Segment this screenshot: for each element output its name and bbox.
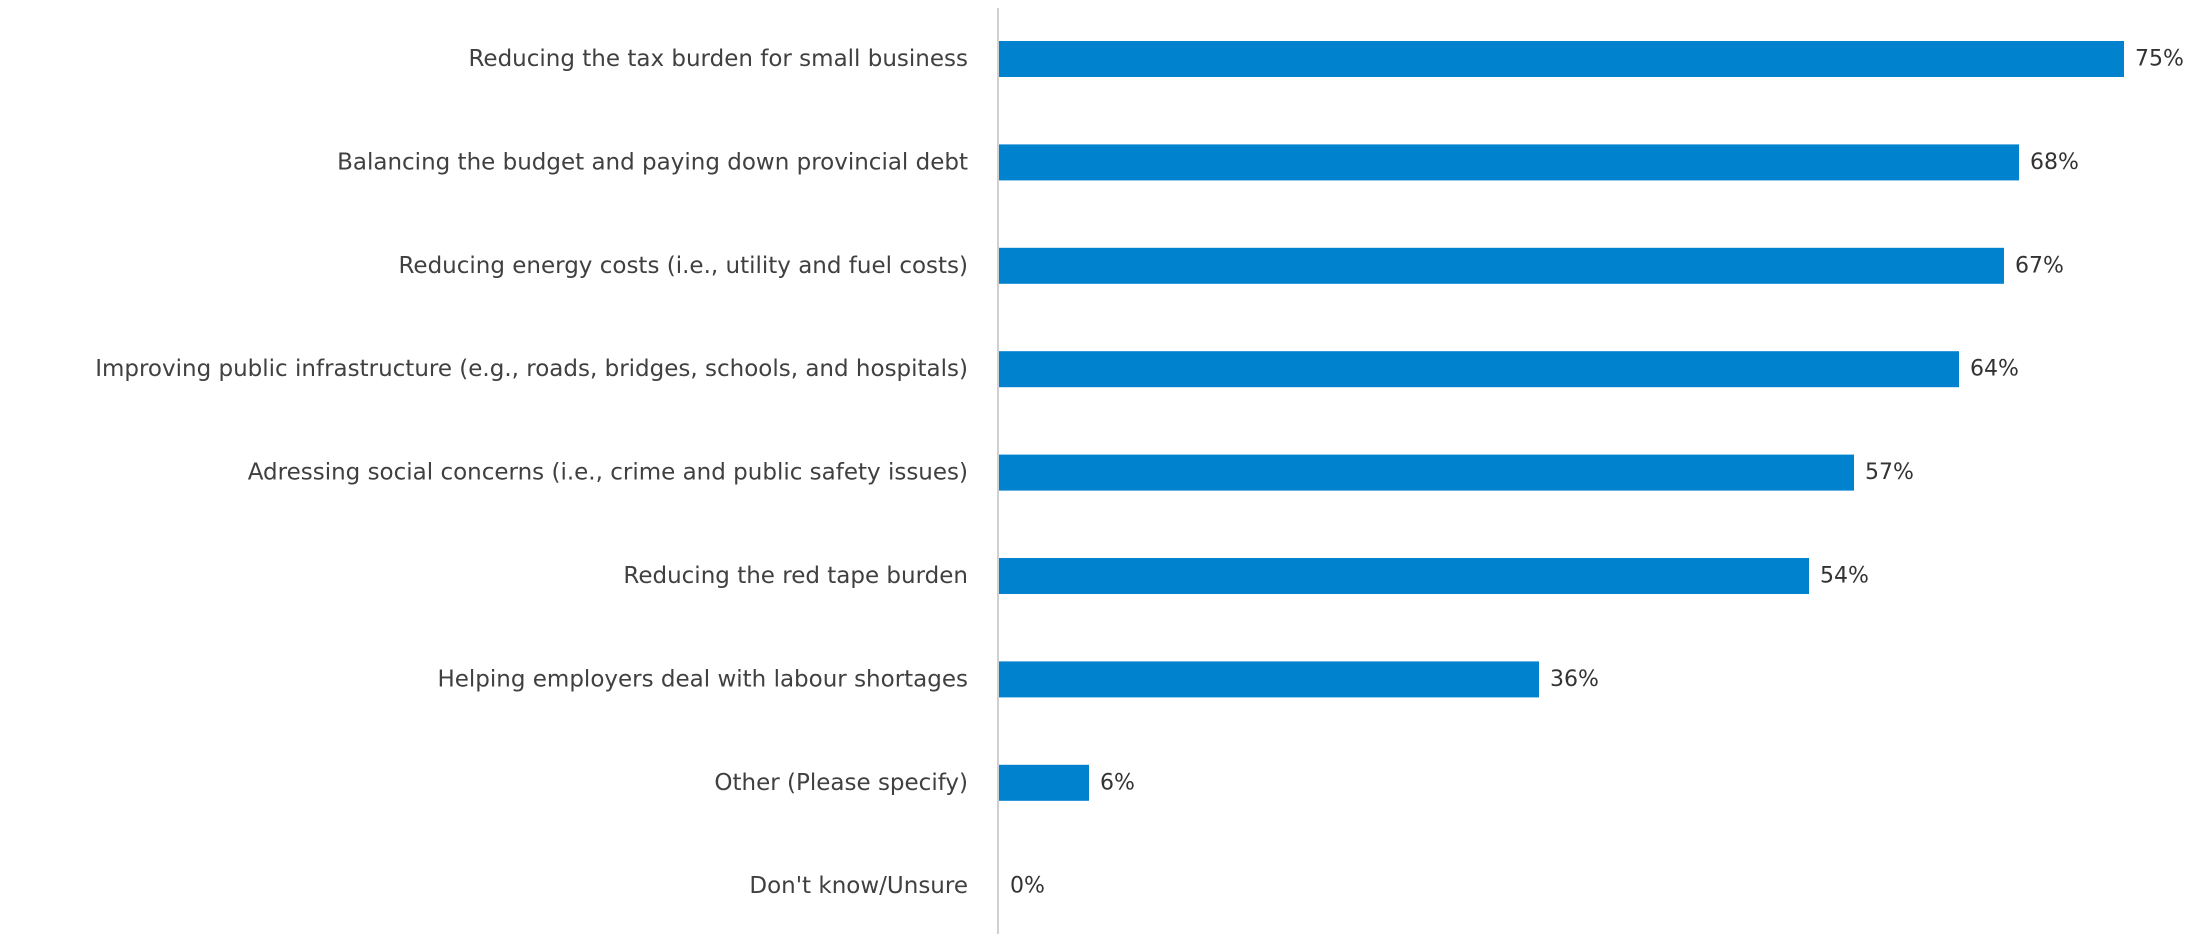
bar (999, 454, 1854, 491)
bar (999, 247, 2004, 284)
bar (999, 41, 2124, 77)
category-label: Improving public infrastructure (e.g., r… (95, 356, 968, 382)
category-label: Reducing the red tape burden (623, 563, 968, 589)
value-label: 75% (2135, 47, 2184, 72)
value-label: 64% (1970, 357, 2019, 382)
bar (999, 661, 1539, 698)
bar (999, 764, 1089, 801)
category-label: Reducing energy costs (i.e., utility and… (398, 253, 968, 279)
category-label: Reducing the tax burden for small busine… (468, 46, 968, 72)
bar (999, 558, 1809, 594)
category-label: Other (Please specify) (714, 770, 968, 796)
category-label: Helping employers deal with labour short… (437, 666, 968, 692)
bar (999, 144, 2019, 181)
value-label: 68% (2030, 150, 2079, 175)
value-label: 57% (1865, 460, 1914, 485)
value-label: 0% (1010, 874, 1045, 899)
value-label: 67% (2015, 253, 2064, 278)
value-label: 6% (1100, 770, 1135, 795)
category-label: Balancing the budget and paying down pro… (337, 149, 968, 175)
category-label: Don't know/Unsure (749, 873, 968, 899)
value-label: 36% (1550, 667, 1599, 692)
bar (999, 351, 1959, 388)
category-label: Adressing social concerns (i.e., crime a… (248, 460, 968, 486)
value-label: 54% (1820, 564, 1869, 589)
